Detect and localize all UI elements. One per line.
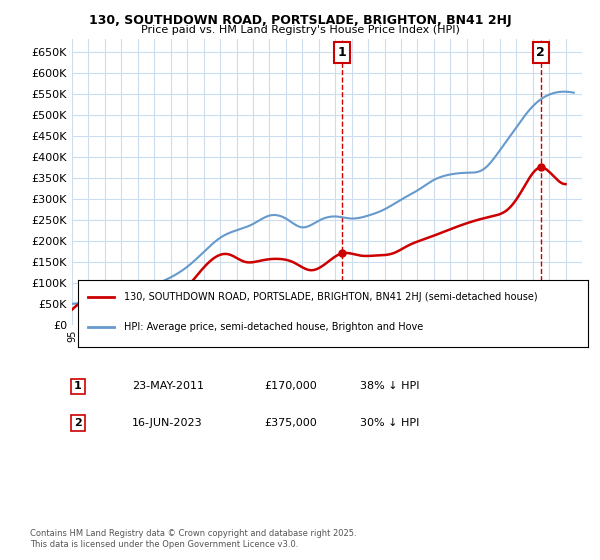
Text: 1: 1 — [74, 381, 82, 391]
Text: 2: 2 — [74, 418, 82, 428]
Text: 30% ↓ HPI: 30% ↓ HPI — [360, 418, 419, 428]
Text: £170,000: £170,000 — [264, 381, 317, 391]
Text: Price paid vs. HM Land Registry's House Price Index (HPI): Price paid vs. HM Land Registry's House … — [140, 25, 460, 35]
Text: £375,000: £375,000 — [264, 418, 317, 428]
Text: 2: 2 — [536, 46, 545, 59]
Text: 130, SOUTHDOWN ROAD, PORTSLADE, BRIGHTON, BN41 2HJ (semi-detached house): 130, SOUTHDOWN ROAD, PORTSLADE, BRIGHTON… — [124, 292, 538, 302]
Text: Contains HM Land Registry data © Crown copyright and database right 2025.
This d: Contains HM Land Registry data © Crown c… — [30, 529, 356, 549]
Text: 130, SOUTHDOWN ROAD, PORTSLADE, BRIGHTON, BN41 2HJ: 130, SOUTHDOWN ROAD, PORTSLADE, BRIGHTON… — [89, 14, 511, 27]
Text: 16-JUN-2023: 16-JUN-2023 — [132, 418, 203, 428]
Text: HPI: Average price, semi-detached house, Brighton and Hove: HPI: Average price, semi-detached house,… — [124, 322, 423, 332]
Text: 23-MAY-2011: 23-MAY-2011 — [132, 381, 204, 391]
Text: 38% ↓ HPI: 38% ↓ HPI — [360, 381, 419, 391]
Text: 1: 1 — [337, 46, 346, 59]
